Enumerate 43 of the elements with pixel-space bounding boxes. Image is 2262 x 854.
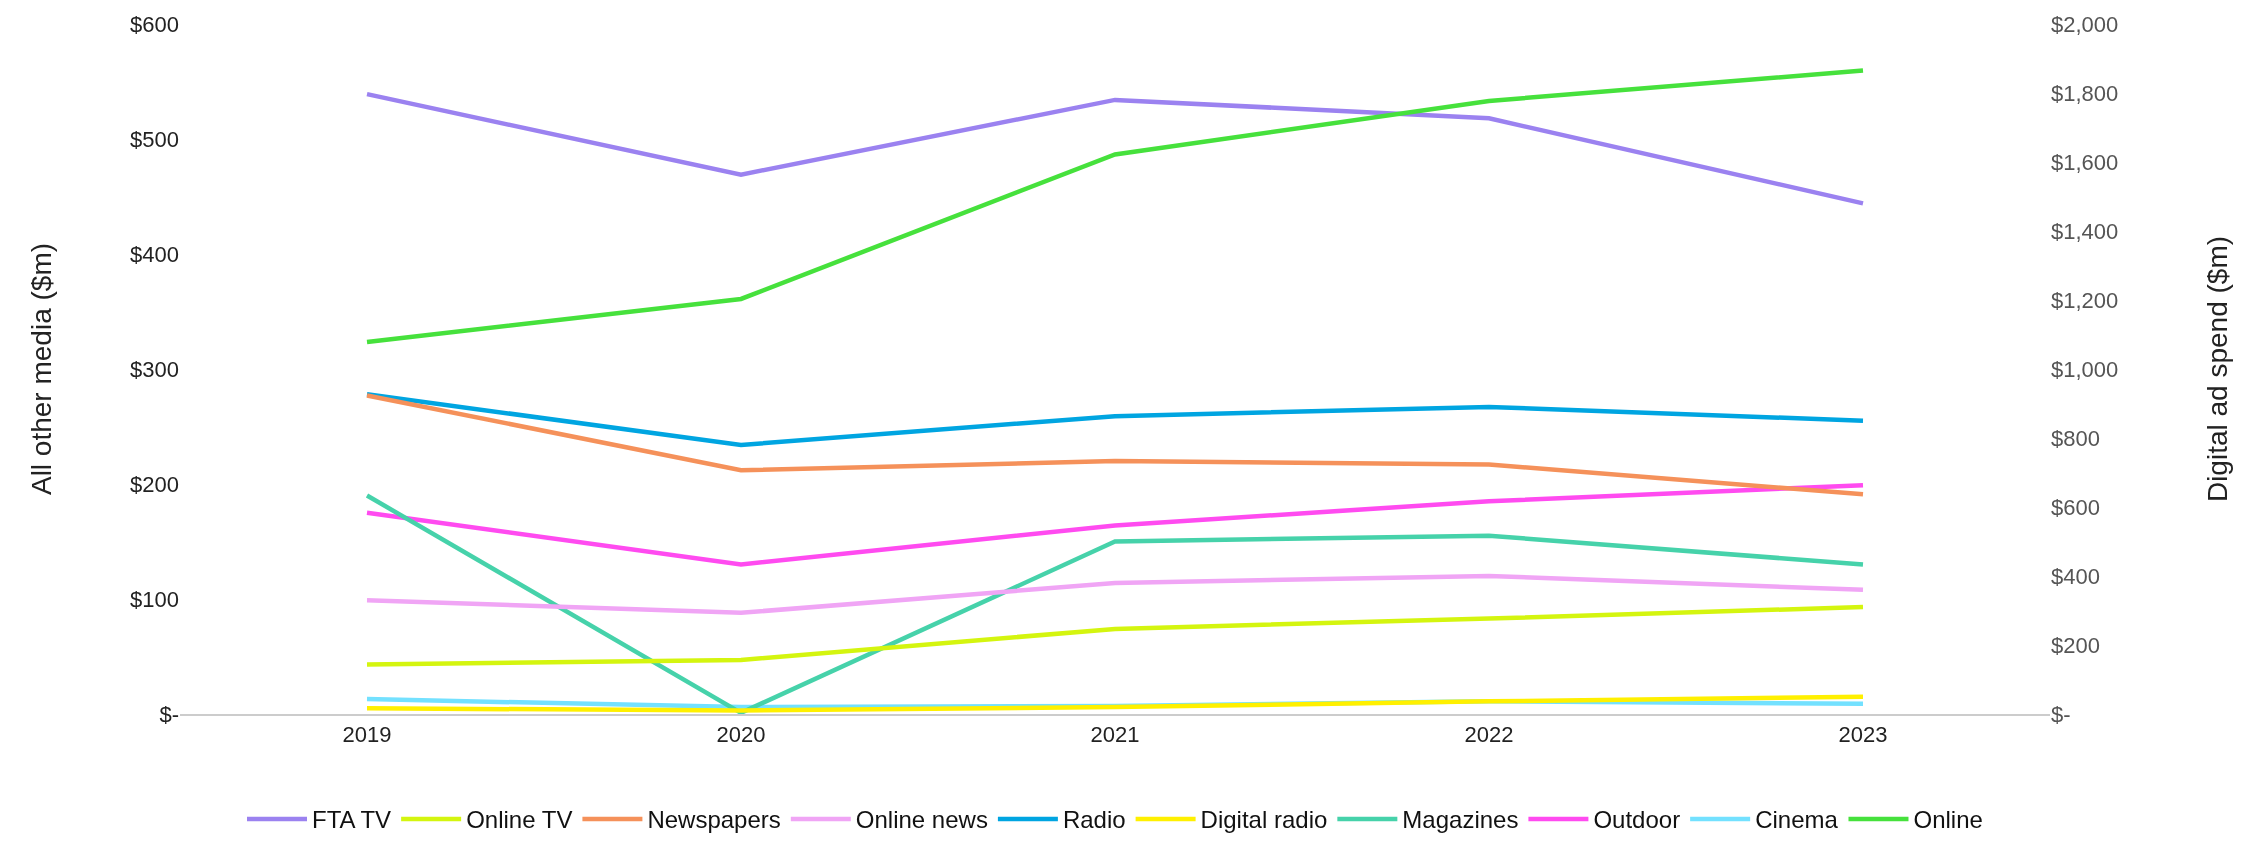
y2-tick-label: $1,400 <box>2051 218 2119 244</box>
x-tick-label: 2021 <box>1090 722 1140 748</box>
x-tick-label: 2020 <box>716 722 766 748</box>
y-tick-label: $600 <box>130 11 179 37</box>
y2-tick-label: $- <box>2051 701 2071 727</box>
line-series <box>364 393 1866 497</box>
y-axis-title: All other media ($m) <box>25 242 57 496</box>
line-series <box>364 573 1866 616</box>
y-tick-label: $400 <box>130 241 179 267</box>
y2-tick-label: $2,000 <box>2051 11 2119 37</box>
y-tick-label: $500 <box>130 126 179 152</box>
y-tick-label: $300 <box>130 356 179 382</box>
legend-label: FTA TV <box>312 806 392 834</box>
line-series <box>364 392 1866 448</box>
y2-tick-label: $800 <box>2051 425 2100 451</box>
line-series <box>364 482 1866 567</box>
line-series <box>364 68 1866 345</box>
line-series <box>364 91 1866 206</box>
y-tick-label: $100 <box>130 586 179 612</box>
y2-tick-label: $200 <box>2051 632 2100 658</box>
x-tick-label: 2023 <box>1838 722 1888 748</box>
y2-tick-label: $1,000 <box>2051 356 2119 382</box>
y2-axis-title: Digital ad spend ($m) <box>2202 235 2234 503</box>
y2-tick-label: $400 <box>2051 563 2100 589</box>
legend-label: Newspapers <box>647 806 781 834</box>
line-series <box>364 604 1866 667</box>
legend-label: Magazines <box>1402 806 1519 834</box>
legend-label: Online <box>1913 806 1983 834</box>
y2-tick-label: $600 <box>2051 494 2100 520</box>
legend-label: Online news <box>855 806 988 834</box>
y-tick-label: $- <box>159 701 179 727</box>
line-series <box>364 493 1866 714</box>
legend-label: Radio <box>1062 806 1126 834</box>
legend-label: Digital radio <box>1200 806 1328 834</box>
legend-label: Outdoor <box>1593 806 1681 834</box>
x-tick-label: 2022 <box>1464 722 1514 748</box>
x-tick-label: 2019 <box>342 722 392 748</box>
legend-label: Cinema <box>1755 806 1839 834</box>
legend-label: Online TV <box>466 806 573 834</box>
y-tick-label: $200 <box>130 471 179 497</box>
y2-tick-label: $1,800 <box>2051 80 2119 106</box>
y2-tick-label: $1,600 <box>2051 149 2119 175</box>
y2-tick-label: $1,200 <box>2051 287 2119 313</box>
